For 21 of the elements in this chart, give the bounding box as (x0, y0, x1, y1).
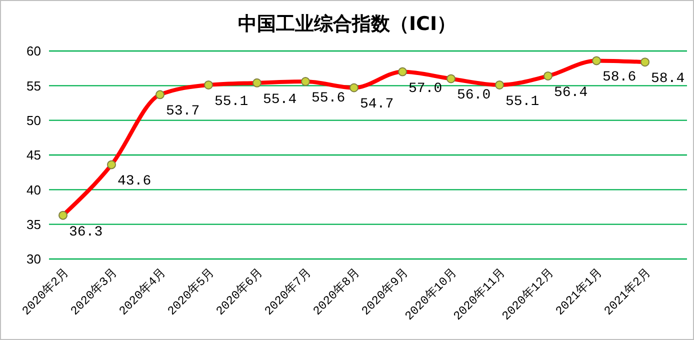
data-label: 55.1 (506, 94, 540, 110)
y-tick-label: 60 (26, 44, 41, 59)
y-tick-label: 45 (26, 148, 41, 163)
data-label: 55.6 (312, 90, 346, 107)
data-label: 36.3 (69, 224, 103, 240)
chart-title: 中国工业综合指数（ICI） (236, 12, 458, 37)
data-label: 58.6 (602, 70, 636, 86)
data-label: 55.1 (214, 94, 248, 110)
data-label: 56.0 (457, 88, 491, 104)
data-label: 55.4 (263, 92, 297, 108)
data-label: 58.4 (651, 71, 685, 88)
y-tick-label: 30 (26, 252, 41, 267)
y-tick-label: 50 (26, 112, 41, 128)
data-label: 43.6 (118, 174, 152, 190)
data-label: 53.7 (166, 104, 200, 120)
y-tick-label: 55 (26, 78, 41, 94)
y-tick-label: 40 (26, 182, 41, 198)
y-tick-label: 35 (26, 216, 41, 232)
data-label: 56.4 (554, 84, 588, 101)
data-label: 54.7 (360, 96, 394, 113)
data-label: 57.0 (408, 80, 442, 97)
